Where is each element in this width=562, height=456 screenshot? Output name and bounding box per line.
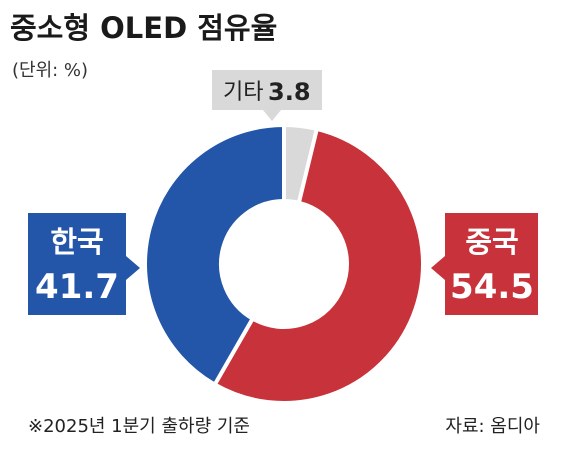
label-other-background: [212, 70, 322, 121]
chart-title: 중소형 OLED 점유율: [10, 11, 277, 45]
slice-korea: [143, 122, 286, 388]
label-other-name: 기타: [223, 80, 263, 105]
label-korea: 한국 41.7: [28, 213, 140, 315]
label-china: 중국 54.5: [431, 213, 538, 315]
label-other-value: 3.8: [268, 78, 311, 106]
label-other: 기타 3.8: [212, 70, 322, 121]
donut-slices: [143, 122, 425, 405]
unit-label: (단위: %): [12, 60, 88, 81]
label-korea-name: 한국: [50, 225, 103, 259]
label-korea-value: 41.7: [35, 267, 119, 307]
source-note: 자료: 옴디아: [445, 416, 540, 437]
footnote: ※2025년 1분기 출하량 기준: [28, 416, 250, 437]
label-korea-background: [28, 213, 140, 315]
label-china-name: 중국: [465, 225, 518, 259]
label-china-background: [431, 213, 538, 315]
slice-china: [212, 126, 425, 405]
label-china-value: 54.5: [450, 267, 534, 307]
